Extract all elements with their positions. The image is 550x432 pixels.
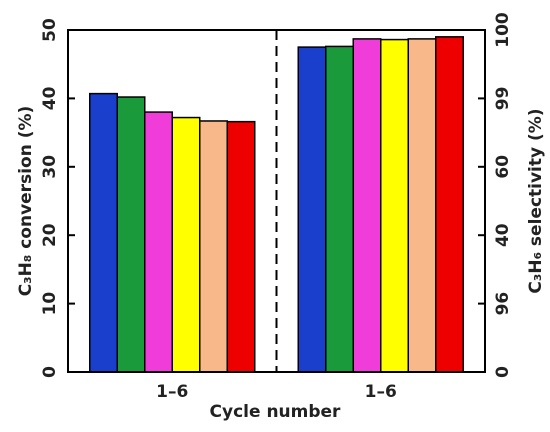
y2-tick-label: 100	[493, 12, 513, 48]
bar	[116, 96, 146, 373]
y2-tick-label: 96	[493, 292, 513, 316]
y2-tick-label: 99	[493, 87, 513, 111]
bar	[226, 120, 256, 373]
bar	[199, 120, 228, 373]
y2-tick-label: 0	[493, 366, 513, 378]
y-tick-label: 0	[40, 366, 60, 378]
y-tick-label: 30	[40, 155, 60, 179]
bar	[89, 92, 118, 373]
y-tick-label: 20	[40, 223, 60, 247]
bar	[325, 45, 354, 373]
bar	[144, 111, 173, 373]
y-tick-label: 40	[40, 86, 60, 110]
bar	[380, 38, 409, 373]
y-tick-label: 50	[40, 18, 60, 42]
plot-frame	[67, 29, 486, 373]
bar	[407, 38, 437, 373]
y2-axis-label: C₃H₆ selectivity (%)	[526, 108, 546, 293]
y2-tick-label: 40	[493, 223, 513, 247]
x-tick-label: 1–6	[156, 382, 188, 402]
x-axis-label: Cycle number	[210, 402, 342, 422]
bar	[435, 36, 464, 373]
bar	[352, 38, 382, 373]
y2-tick-label: 60	[493, 155, 513, 179]
bar	[171, 116, 201, 373]
y-tick-label: 10	[40, 292, 60, 316]
bar	[297, 46, 327, 373]
y-axis-label: C₃H₈ conversion (%)	[16, 106, 36, 297]
x-tick-label: 1–6	[365, 382, 397, 402]
